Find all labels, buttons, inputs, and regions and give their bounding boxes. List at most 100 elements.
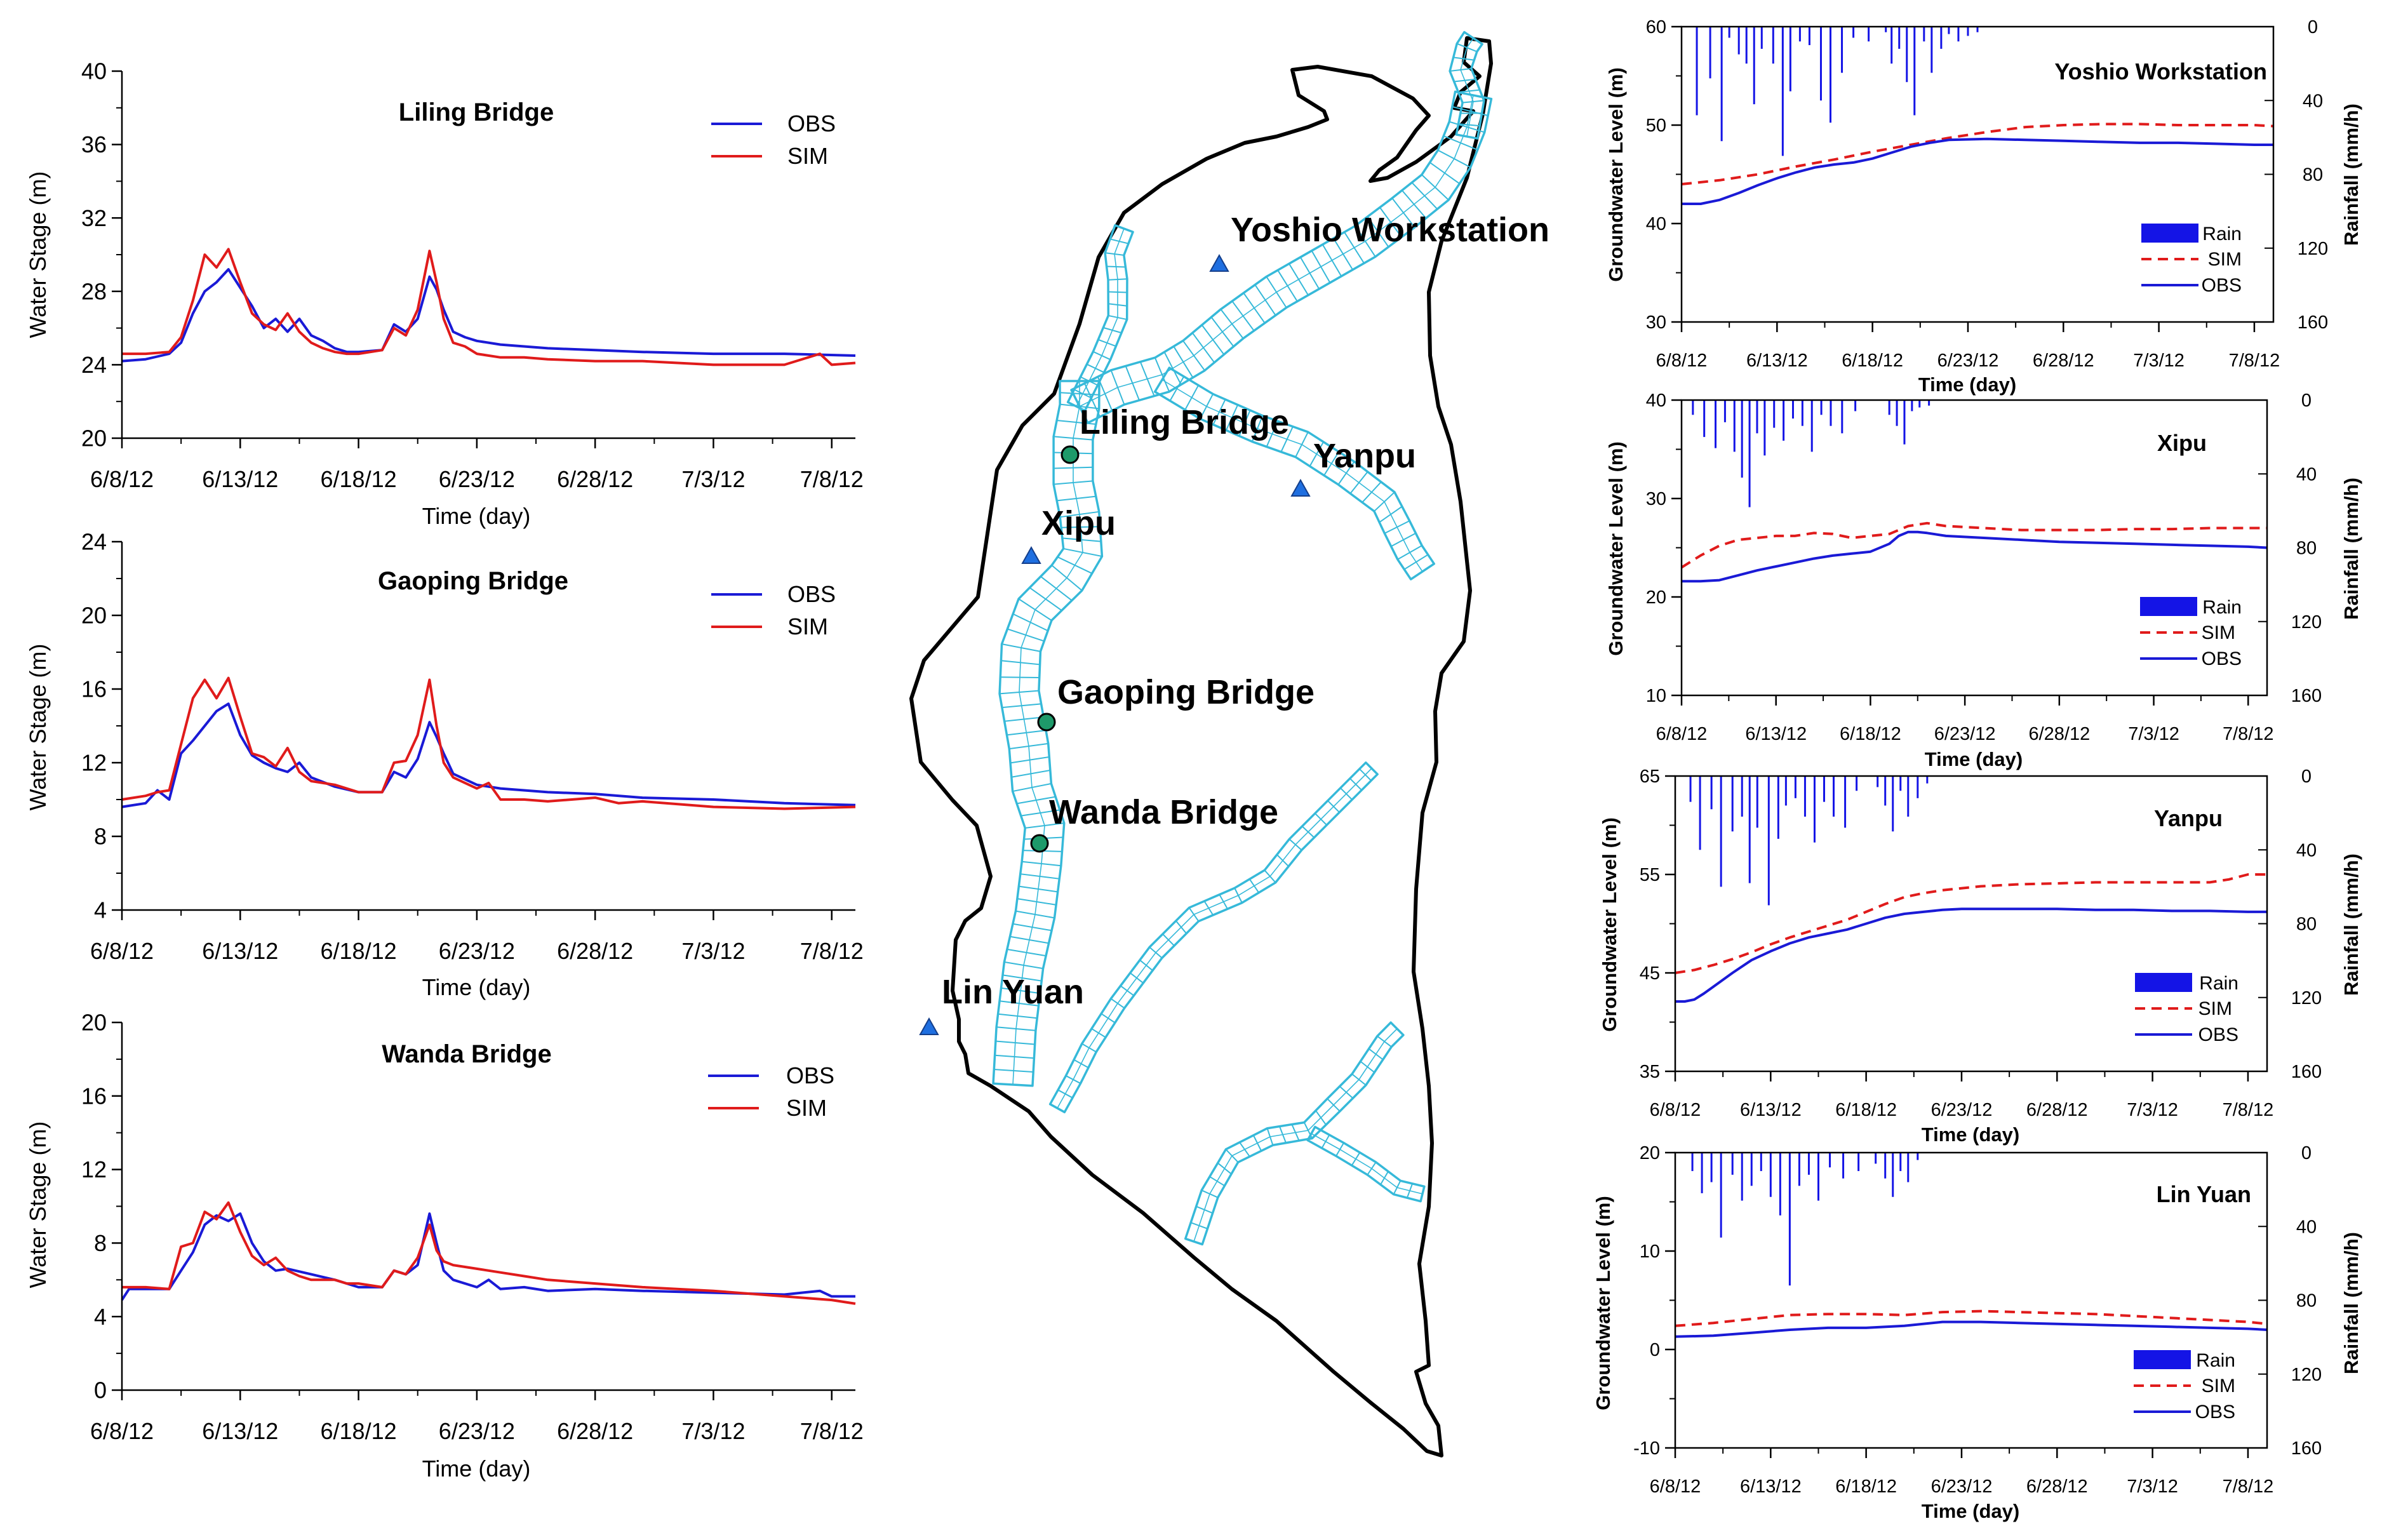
sim-series-line	[1680, 521, 2267, 569]
legend-sim-label: SIM	[2202, 1376, 2235, 1396]
river-cross-section	[1266, 1128, 1274, 1146]
bridge-liling-marker	[1061, 445, 1080, 464]
river-cross-section	[1051, 565, 1083, 591]
y-tick-label: 40	[1646, 391, 1666, 411]
y2-tick-label: 120	[2291, 1365, 2322, 1385]
x-tick-label: 6/8/12	[1656, 351, 1708, 371]
chart-gaoping-bridge: Gaoping Bridge Water Stage (m) Time (day…	[25, 529, 864, 1000]
river-cross-section	[1057, 1089, 1073, 1099]
river-cross-section	[1231, 300, 1255, 331]
x-tick-label: 7/8/12	[2223, 1100, 2274, 1120]
label-yoshio-workstation: Yoshio Workstation	[1231, 211, 1549, 249]
obs-series-line	[1682, 137, 2273, 205]
river-cross-section	[1377, 1035, 1392, 1048]
x-tick-label: 6/18/12	[1835, 1100, 1897, 1120]
river-cross-section	[1012, 923, 1052, 932]
study-area-map: Yoshio Workstation Liling Bridge Yanpu X…	[909, 30, 1549, 1457]
y2-tick-label: 0	[2308, 17, 2318, 37]
y-tick-label: 8	[94, 824, 107, 850]
x-tick-label: 6/8/12	[90, 466, 154, 492]
x-tick-label: 6/8/12	[1656, 724, 1708, 744]
river-cross-section	[1191, 332, 1215, 363]
legend-obs-label: OBS	[2195, 1402, 2235, 1423]
x-tick-label: 6/13/12	[1740, 1476, 1802, 1497]
label-liling-bridge: Liling Bridge	[1080, 403, 1289, 441]
plot-area: 0 40 80 120 160 -10 0 10 20 6/8/12 6/13/12 6/18/12 6…	[1633, 1143, 2322, 1497]
river-cross-section	[1154, 367, 1170, 392]
x-axis-label: Time (day)	[422, 503, 531, 529]
label-lin-yuan: Lin Yuan	[942, 973, 1084, 1011]
legend-rain-label: Rain	[2199, 973, 2238, 994]
river-cross-section	[1252, 1135, 1262, 1151]
river-cross-section	[1004, 961, 1043, 970]
plot-area: 4 8 12 16 20 24 6/8/12 6/13/12 6/18/12 6/23/12 6/2…	[81, 529, 864, 964]
x-tick-label: 6/23/12	[1931, 1100, 1993, 1120]
bridge-gaoping-marker	[1037, 713, 1056, 732]
x-tick-label: 6/13/12	[1745, 724, 1807, 744]
x-tick-label: 6/23/12	[439, 1418, 515, 1444]
y2-axis-label: Rainfall (mm/h)	[2340, 478, 2362, 620]
x-tick-label: 7/8/12	[800, 1418, 864, 1444]
river-cross-section	[1019, 885, 1058, 893]
river-northwest	[1066, 224, 1134, 412]
legend-rain-label: Rain	[2196, 1350, 2235, 1371]
x-tick-label: 6/8/12	[1650, 1100, 1701, 1120]
river-cross-section	[1362, 481, 1382, 503]
river-cross-section	[1184, 385, 1200, 410]
river-cross-section	[1239, 1142, 1250, 1157]
plot-area: 0 40 80 120 160 10 20 30 40 6/8/12 6/13/12 6/18/12 6…	[1646, 391, 2322, 744]
y2-tick-label: 120	[2298, 239, 2328, 259]
river-cross-section	[1455, 91, 1492, 100]
river-cross-section	[1456, 133, 1478, 140]
station-linyuan-marker	[919, 1017, 939, 1035]
x-tick-label: 7/3/12	[2133, 351, 2185, 371]
river-cross-section	[1060, 511, 1099, 518]
x-tick-label: 7/8/12	[2229, 351, 2280, 371]
river-cross-section	[1109, 238, 1129, 244]
river-cross-section	[1080, 376, 1098, 386]
y2-tick-label: 80	[2303, 165, 2323, 185]
river-cross-section	[1339, 1085, 1354, 1099]
river-cross-section	[1374, 492, 1395, 512]
river-cross-section	[1108, 303, 1127, 307]
y-tick-label: 28	[81, 278, 107, 304]
y-tick-label: 24	[81, 529, 107, 555]
river-cross-section	[1266, 420, 1278, 447]
x-axis-label: Time (day)	[422, 1456, 531, 1482]
river-cross-section	[1254, 284, 1276, 316]
river-cross-section	[1315, 813, 1327, 826]
river-cross-section	[1203, 901, 1214, 916]
x-tick-label: 6/23/12	[439, 466, 515, 492]
river-cross-section	[1015, 910, 1055, 919]
y-axis-label: Water Stage (m)	[25, 1122, 51, 1289]
river-cross-section	[1025, 822, 1064, 829]
river-cross-section	[1061, 526, 1101, 528]
obs-series-line	[1675, 1320, 2268, 1338]
river-cross-section	[1421, 174, 1449, 201]
river-cross-section	[1212, 399, 1226, 425]
legend-rain-swatch	[2140, 597, 2197, 616]
river-cross-section	[1083, 383, 1101, 417]
river-cross-section	[1020, 873, 1060, 880]
river-cross-section	[1067, 401, 1085, 412]
y2-tick-label: 160	[2291, 1438, 2322, 1459]
plot-area: 20 24 28 32 36 40 6/8/12 6/13/12 6/18/12 6/23/12 6…	[81, 58, 864, 492]
river-cross-section	[1190, 1222, 1208, 1229]
chart-title: Xipu	[2157, 430, 2207, 456]
x-tick-label: 6/13/12	[202, 466, 278, 492]
x-tick-label: 7/3/12	[681, 466, 745, 492]
x-tick-label: 6/18/12	[1840, 724, 1901, 744]
y2-tick-label: 160	[2291, 1062, 2322, 1082]
river-cross-section	[1057, 495, 1096, 502]
river-south-branch	[1306, 1125, 1426, 1203]
river-cross-section	[1020, 809, 1061, 817]
river-cross-section	[1057, 420, 1096, 425]
river-cross-section	[1114, 224, 1134, 233]
river-cross-section	[1217, 1162, 1232, 1175]
sim-series-line	[1675, 1309, 2268, 1327]
x-tick-label: 6/18/12	[1835, 1476, 1897, 1497]
river-outline	[1184, 1021, 1405, 1246]
river-cross-section	[1264, 869, 1276, 883]
river-cross-section	[1403, 554, 1429, 570]
y2-tick-label: 40	[2296, 1217, 2317, 1237]
